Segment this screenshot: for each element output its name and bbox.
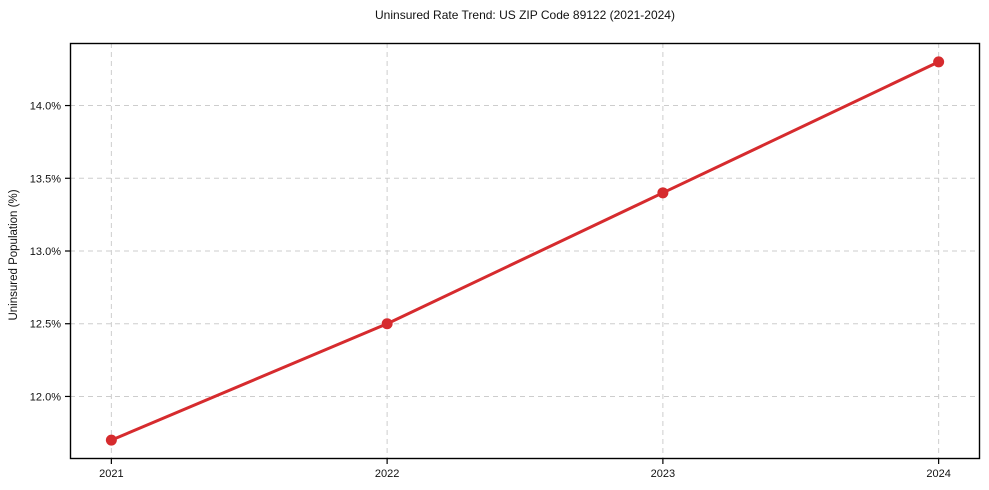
trend-line bbox=[109, 60, 941, 442]
y-tick-label: 14.0% bbox=[30, 101, 61, 113]
chart-title: Uninsured Rate Trend: US ZIP Code 89122 … bbox=[375, 8, 675, 22]
x-tick-label: 2022 bbox=[375, 468, 399, 480]
data-point-marker bbox=[105, 434, 117, 446]
y-tick-label: 12.5% bbox=[30, 319, 61, 331]
y-tick-label: 13.0% bbox=[30, 246, 61, 258]
data-point-marker bbox=[657, 187, 669, 199]
y-tick-label: 12.0% bbox=[30, 391, 61, 403]
plot-border bbox=[69, 42, 981, 460]
x-tick-label: 2021 bbox=[99, 468, 123, 480]
data-point-marker bbox=[381, 318, 393, 330]
y-tick-label: 13.5% bbox=[30, 173, 61, 185]
x-tick-label: 2024 bbox=[926, 468, 950, 480]
x-tick-label: 2023 bbox=[651, 468, 675, 480]
data-point-marker bbox=[933, 56, 945, 68]
